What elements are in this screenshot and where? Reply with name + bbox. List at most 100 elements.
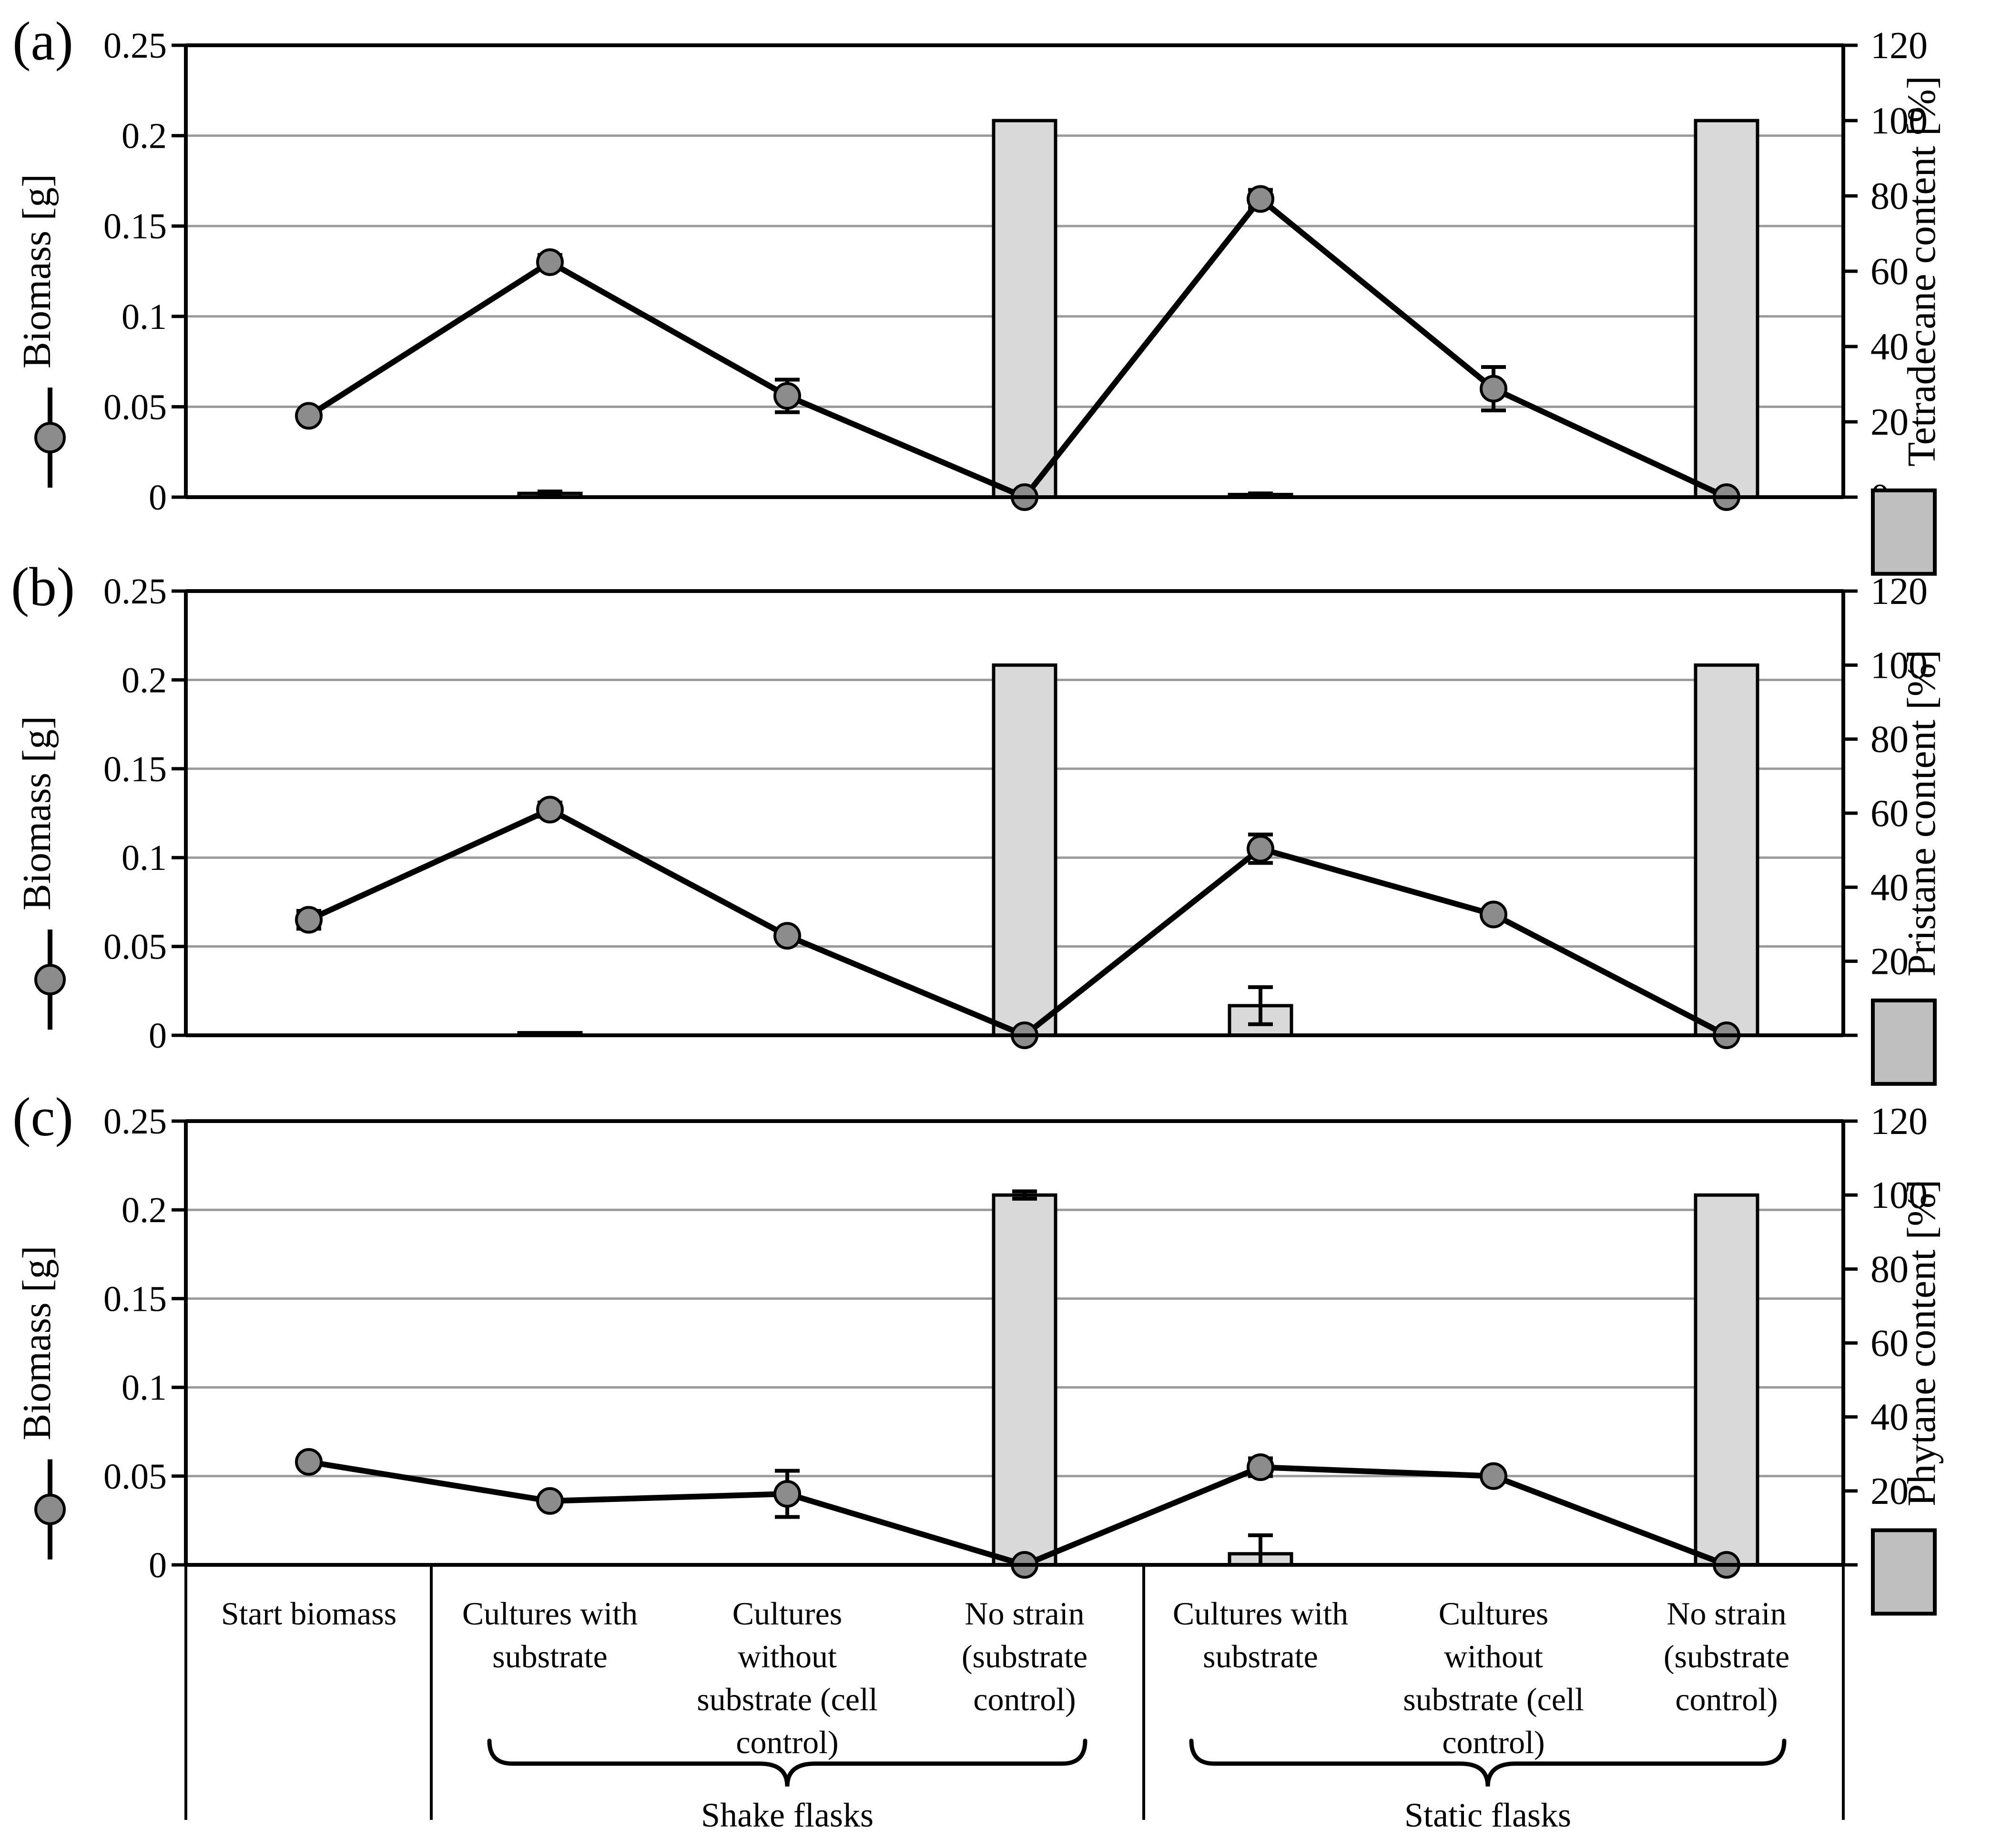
left-axis-tick-label: 0.1 — [122, 297, 167, 337]
category-label: Cultures with — [1173, 1595, 1348, 1632]
left-axis-tick-label: 0.05 — [103, 927, 167, 967]
right-axis-tick-label: 80 — [1870, 175, 1909, 217]
biomass-marker — [1480, 900, 1507, 929]
biomass-legend-marker — [34, 1493, 66, 1525]
content-legend-swatch — [1871, 998, 1937, 1086]
right-axis-tick-label: 80 — [1870, 1248, 1909, 1290]
biomass-marker — [773, 922, 801, 950]
left-axis-tick-label: 0.1 — [122, 838, 167, 878]
panel-b: 00.050.10.150.20.25020406080100120(b)Bio… — [11, 557, 1944, 1086]
biomass-legend-marker — [34, 964, 66, 996]
right-axis-tick-label: 100 — [1870, 644, 1928, 686]
biomass-marker — [536, 796, 564, 824]
left-axis-title: Biomass [g] — [15, 716, 59, 910]
biomass-marker — [1480, 375, 1507, 403]
category-label: without — [1444, 1638, 1543, 1674]
left-axis-title: Biomass [g] — [15, 174, 59, 368]
category-label: substrate (cell — [1403, 1681, 1584, 1717]
right-axis-tick-label: 100 — [1870, 100, 1928, 142]
category-label: without — [738, 1638, 837, 1674]
biomass-marker — [773, 1480, 801, 1508]
left-axis-tick-label: 0 — [149, 1545, 167, 1585]
right-axis-tick-label: 20 — [1870, 941, 1909, 983]
content-legend-swatch — [1871, 488, 1937, 576]
right-axis-tick-label: 60 — [1870, 251, 1909, 293]
content-bar — [992, 1193, 1057, 1567]
category-label: Cultures — [732, 1595, 842, 1632]
panel-a: 00.050.10.150.20.25020406080100120(a)Bio… — [12, 11, 1944, 576]
right-axis-tick-label: 100 — [1870, 1174, 1928, 1216]
x-axis-label-block: Start biomass Cultures with substrate Cultu… — [184, 1565, 1845, 1834]
biomass-marker — [1247, 185, 1274, 213]
left-axis-tick-label: 0.25 — [103, 1102, 167, 1142]
biomass-marker — [536, 248, 564, 276]
right-axis-tick-label: 120 — [1870, 25, 1928, 67]
group-label: Shake flasks — [701, 1796, 874, 1834]
biomass-marker — [773, 382, 801, 410]
right-axis-title: Phytane content [%] — [1900, 1180, 1944, 1507]
category-label: control) — [973, 1681, 1076, 1717]
category-label: No strain — [965, 1595, 1084, 1632]
left-axis-tick-label: 0.15 — [103, 749, 167, 789]
category-label: substrate (cell — [697, 1681, 878, 1717]
category-label: substrate — [1203, 1638, 1318, 1674]
right-axis-tick-label: 80 — [1870, 719, 1909, 761]
content-bar — [1694, 119, 1759, 499]
right-axis-tick-label: 120 — [1870, 571, 1928, 613]
category-label: control) — [736, 1724, 838, 1760]
group-brace — [1189, 1738, 1787, 1787]
category-label: substrate — [492, 1638, 608, 1674]
category-label: Cultures — [1439, 1595, 1548, 1632]
biomass-marker — [1247, 1453, 1274, 1481]
left-axis-tick-label: 0.05 — [103, 1457, 167, 1497]
category-label: (substrate — [1664, 1638, 1789, 1674]
right-axis-tick-label: 60 — [1870, 1323, 1909, 1365]
right-axis-tick-label: 40 — [1870, 326, 1909, 368]
category-label: Start biomass — [221, 1595, 396, 1632]
content-legend-swatch — [1871, 1528, 1937, 1616]
left-axis-tick-label: 0.15 — [103, 206, 167, 246]
left-axis-tick-label: 0.25 — [103, 26, 167, 66]
biomass-marker — [536, 1487, 564, 1515]
left-axis-tick-label: 0.25 — [103, 572, 167, 612]
left-axis-tick-label: 0.2 — [122, 116, 167, 156]
left-axis-tick-label: 0.05 — [103, 387, 167, 427]
group-brace — [487, 1738, 1087, 1787]
biomass-legend-marker — [34, 422, 66, 454]
group-label: Static flasks — [1404, 1796, 1571, 1834]
right-axis-title: Pristane content [%] — [1900, 650, 1944, 977]
left-axis-tick-label: 0.15 — [103, 1279, 167, 1319]
content-bar — [1694, 663, 1759, 1037]
biomass-marker — [1480, 1462, 1507, 1490]
left-axis-tick-label: 0.2 — [122, 660, 167, 700]
content-bar — [992, 119, 1057, 499]
right-axis-tick-label: 20 — [1870, 1470, 1909, 1512]
biomass-marker — [295, 402, 323, 430]
left-axis-tick-label: 0.1 — [122, 1368, 167, 1408]
biomass-marker — [295, 1448, 323, 1476]
category-label: No strain — [1667, 1595, 1786, 1632]
left-axis-tick-label: 0 — [149, 478, 167, 518]
right-axis-tick-label: 40 — [1870, 867, 1909, 909]
content-bar — [1694, 1193, 1759, 1567]
right-axis-tick-label: 120 — [1870, 1101, 1928, 1143]
biomass-marker — [1247, 835, 1274, 863]
left-axis-title: Biomass [g] — [15, 1246, 59, 1440]
category-label: (substrate — [962, 1638, 1087, 1674]
right-axis-tick-label: 20 — [1870, 401, 1909, 443]
category-label: control) — [1675, 1681, 1778, 1717]
left-axis-tick-label: 0 — [149, 1016, 167, 1056]
left-axis-tick-label: 0.2 — [122, 1190, 167, 1230]
biomass-marker — [295, 906, 323, 934]
panel-letter: (b) — [11, 557, 75, 617]
content-bar — [992, 663, 1057, 1037]
category-label: Cultures with — [462, 1595, 638, 1632]
panel-letter: (c) — [12, 1087, 73, 1147]
right-axis-title: Tetradecane content [%] — [1900, 76, 1944, 467]
category-label: control) — [1442, 1724, 1545, 1760]
right-axis-tick-label: 60 — [1870, 793, 1909, 835]
panel-c: 00.050.10.150.20.25020406080100120(c)Bio… — [12, 1087, 1944, 1616]
panel-letter: (a) — [12, 11, 73, 71]
